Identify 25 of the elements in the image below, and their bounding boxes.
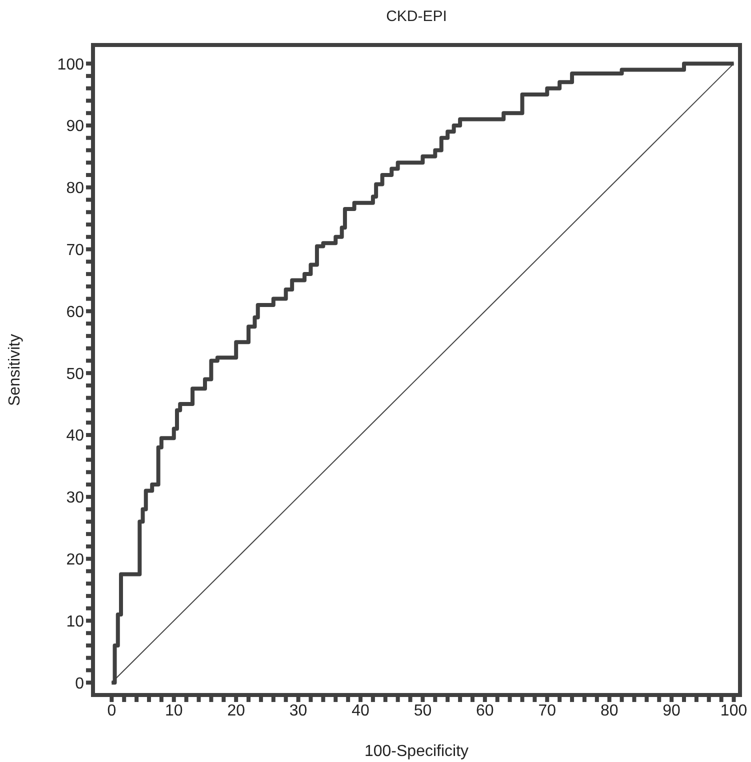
chart-title: CKD-EPI [385, 8, 448, 25]
x-tick-label: 10 [164, 702, 183, 720]
x-tick-label: 20 [227, 702, 246, 720]
x-tick-label: 80 [600, 702, 618, 720]
y-tick-label: 0 [75, 675, 84, 692]
x-tick-label: 60 [476, 702, 494, 720]
y-tick-label: 50 [66, 366, 84, 383]
y-tick-label: 90 [66, 118, 84, 136]
x-tick-label: 100 [720, 702, 748, 720]
x-tick-label: 50 [414, 702, 432, 720]
y-tick-label: 30 [66, 490, 84, 507]
y-tick-label: 40 [66, 428, 84, 445]
y-tick-label: 10 [66, 613, 84, 630]
y-tick-label: 60 [66, 304, 84, 321]
x-axis-title: 100-Specificity [364, 743, 469, 760]
x-tick-label: 30 [289, 702, 308, 720]
x-tick-label: 40 [352, 702, 370, 720]
x-tick-label: 70 [538, 702, 556, 720]
y-tick-label: 70 [66, 242, 84, 259]
y-tick-label: 80 [66, 180, 84, 198]
x-tick-label: 90 [662, 702, 681, 720]
y-axis-title: Sensitivity [6, 334, 24, 406]
y-tick-label: 100 [57, 56, 84, 74]
y-tick-label: 20 [66, 551, 84, 568]
x-tick-label: 0 [107, 702, 116, 720]
